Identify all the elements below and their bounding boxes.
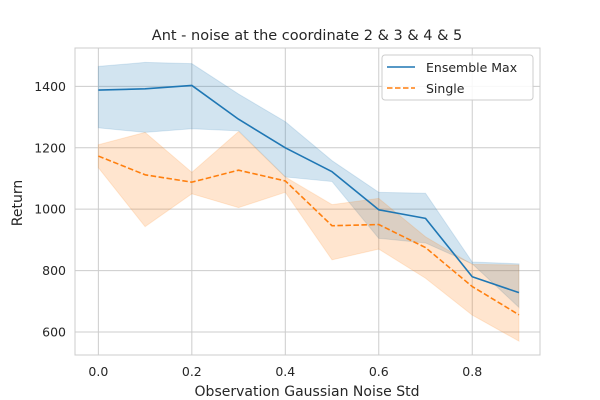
y-tick-label: 1000 [34,202,66,217]
x-axis-title: Observation Gaussian Noise Std [195,384,420,400]
chart-title: Ant - noise at the coordinate 2 & 3 & 4 … [152,28,462,44]
x-tick-label: 0.2 [182,364,202,379]
y-tick-label: 1200 [34,140,66,155]
legend-box [381,54,534,101]
y-tick-label: 600 [42,324,66,339]
legend: Ensemble Max Single [381,54,534,101]
y-tick-label: 800 [42,263,66,278]
x-tick-label: 0.4 [275,364,295,379]
plot-frame [74,47,541,356]
confidence-band-single [97,130,520,343]
y-axis-title: Return [10,180,26,226]
series-line-ensemble-max [98,84,520,294]
legend-label-ensemble-max: Ensemble Max [426,60,517,75]
y-tick-label: 1400 [34,79,66,94]
legend-label-single: Single [426,81,465,96]
x-tick-label: 0.6 [369,364,389,379]
series-lines [98,84,520,316]
y-tick-labels: 600 800 1000 1200 1400 [34,79,66,340]
x-tick-label: 0.8 [462,364,482,379]
series-line-single [98,155,520,316]
x-tick-label: 0.0 [88,364,108,379]
confidence-bands [97,61,520,343]
confidence-band-ensemble-max [97,61,520,309]
x-tick-labels: 0.0 0.2 0.4 0.6 0.8 [88,364,482,379]
